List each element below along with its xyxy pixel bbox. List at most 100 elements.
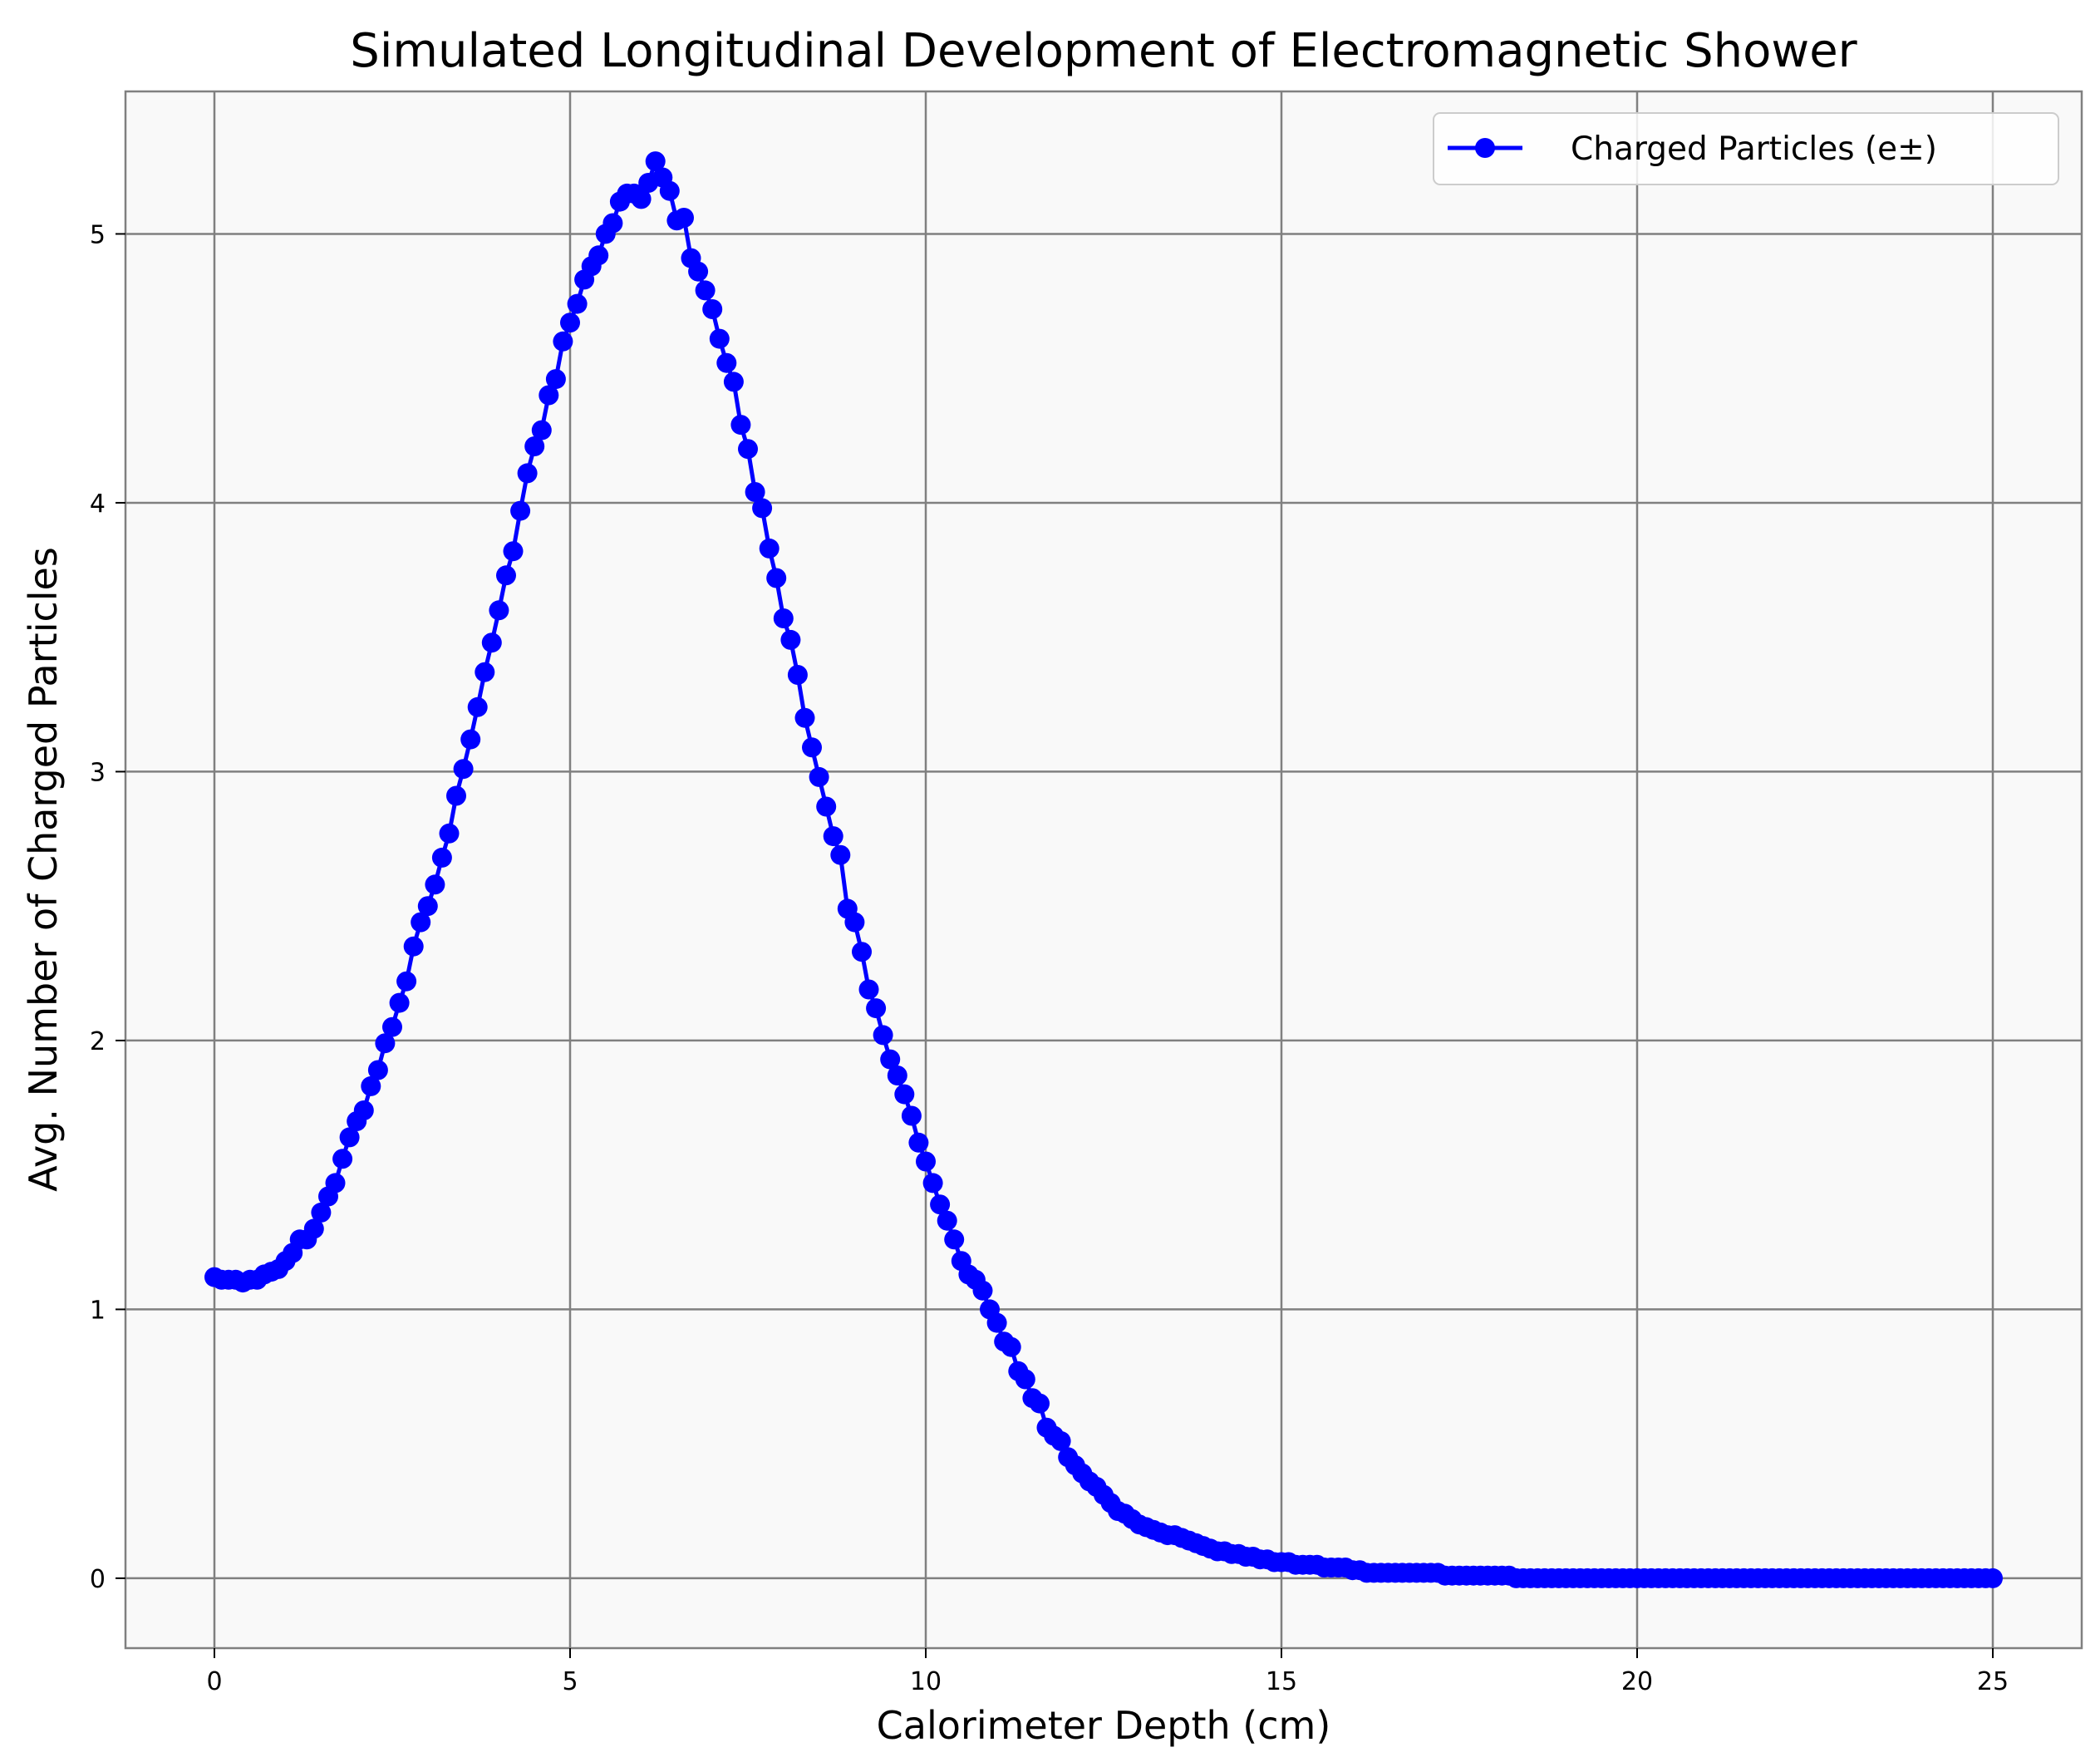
data-point [930, 1194, 951, 1215]
data-point [901, 1105, 922, 1126]
data-point [816, 796, 837, 817]
data-point [894, 1084, 915, 1105]
data-point [972, 1280, 993, 1301]
data-point [389, 992, 410, 1013]
data-point [738, 439, 758, 460]
data-point [588, 245, 609, 266]
data-point [844, 912, 865, 933]
data-point [773, 608, 794, 628]
data-point [631, 189, 652, 209]
plot-area [125, 91, 2082, 1648]
data-point [1050, 1430, 1071, 1451]
data-point [866, 998, 887, 1019]
data-point [944, 1229, 965, 1250]
data-point [481, 632, 502, 653]
x-tick-label: 25 [1977, 1667, 2009, 1696]
data-point [787, 665, 808, 685]
data-point [361, 1075, 381, 1096]
data-point [339, 1127, 360, 1148]
data-point [880, 1049, 901, 1070]
y-axis-label: Avg. Number of Charged Particles [21, 547, 66, 1192]
data-point [325, 1173, 346, 1194]
legend-box [1433, 112, 2059, 185]
data-point [716, 352, 737, 373]
data-point [303, 1218, 324, 1239]
y-tick-label: 0 [90, 1565, 106, 1594]
data-point [766, 568, 787, 588]
data-point [539, 385, 559, 406]
chart-title: Simulated Longitudinal Development of El… [350, 24, 1857, 78]
ticks: 0 5 10 15 20 25 0 1 2 3 4 5 [90, 220, 2009, 1696]
y-tick-label: 2 [90, 1027, 106, 1056]
data-point [802, 737, 822, 758]
data-point [560, 313, 580, 333]
data-point [858, 979, 879, 1000]
data-point [411, 912, 431, 933]
x-tick-label: 10 [910, 1667, 942, 1696]
data-point [425, 874, 445, 895]
data-point [986, 1312, 1007, 1333]
data-point [908, 1132, 929, 1153]
data-point [453, 759, 474, 780]
data-point [873, 1025, 893, 1046]
data-point [460, 729, 481, 750]
data-point [794, 707, 815, 728]
data-point [475, 662, 495, 682]
legend-series-label: Charged Particles (e±) [1571, 130, 1937, 168]
data-point [431, 847, 452, 868]
data-point [417, 896, 438, 917]
data-point [403, 936, 424, 957]
series [204, 151, 2003, 1588]
data-point [439, 823, 460, 844]
data-point [517, 463, 538, 484]
data-point [780, 629, 801, 650]
data-point [937, 1210, 957, 1231]
data-point [467, 696, 488, 717]
data-point [922, 1173, 943, 1194]
data-point [545, 369, 566, 390]
data-point [496, 565, 516, 586]
data-point [759, 538, 780, 559]
data-point [709, 328, 730, 349]
x-axis-label: Calorimeter Depth (cm) [877, 1703, 1331, 1748]
data-point [510, 500, 531, 521]
data-point [524, 436, 545, 456]
y-tick-label: 1 [90, 1296, 106, 1325]
data-point [531, 420, 552, 440]
data-point [745, 482, 765, 502]
data-point [1015, 1369, 1035, 1390]
x-tick-label: 15 [1266, 1667, 1297, 1696]
data-point [396, 971, 417, 992]
x-tick-label: 5 [562, 1667, 578, 1696]
data-point [730, 415, 751, 436]
y-tick-label: 5 [90, 220, 106, 249]
x-tick-label: 20 [1621, 1667, 1653, 1696]
y-tick-label: 4 [90, 490, 106, 519]
grid [125, 91, 2082, 1648]
data-point [382, 1016, 402, 1037]
data-point [702, 299, 723, 319]
data-point [1001, 1336, 1021, 1357]
data-point [852, 942, 872, 962]
data-point [916, 1151, 936, 1172]
data-point [553, 331, 573, 352]
data-point [567, 293, 588, 314]
data-point [823, 826, 843, 847]
legend: Charged Particles (e±) [1433, 112, 2059, 185]
data-point [830, 844, 851, 865]
x-tick-label: 0 [206, 1667, 222, 1696]
data-point [446, 785, 466, 806]
data-point [645, 151, 666, 172]
data-point [887, 1066, 907, 1085]
data-point [503, 541, 524, 562]
data-point [1030, 1393, 1050, 1414]
data-point [1983, 1568, 2003, 1588]
data-point [602, 213, 623, 234]
data-point [375, 1033, 396, 1054]
data-point [659, 180, 680, 201]
y-tick-label: 3 [90, 758, 106, 787]
data-point [688, 261, 709, 282]
axes-frame [124, 90, 2083, 1650]
data-point [674, 208, 694, 228]
